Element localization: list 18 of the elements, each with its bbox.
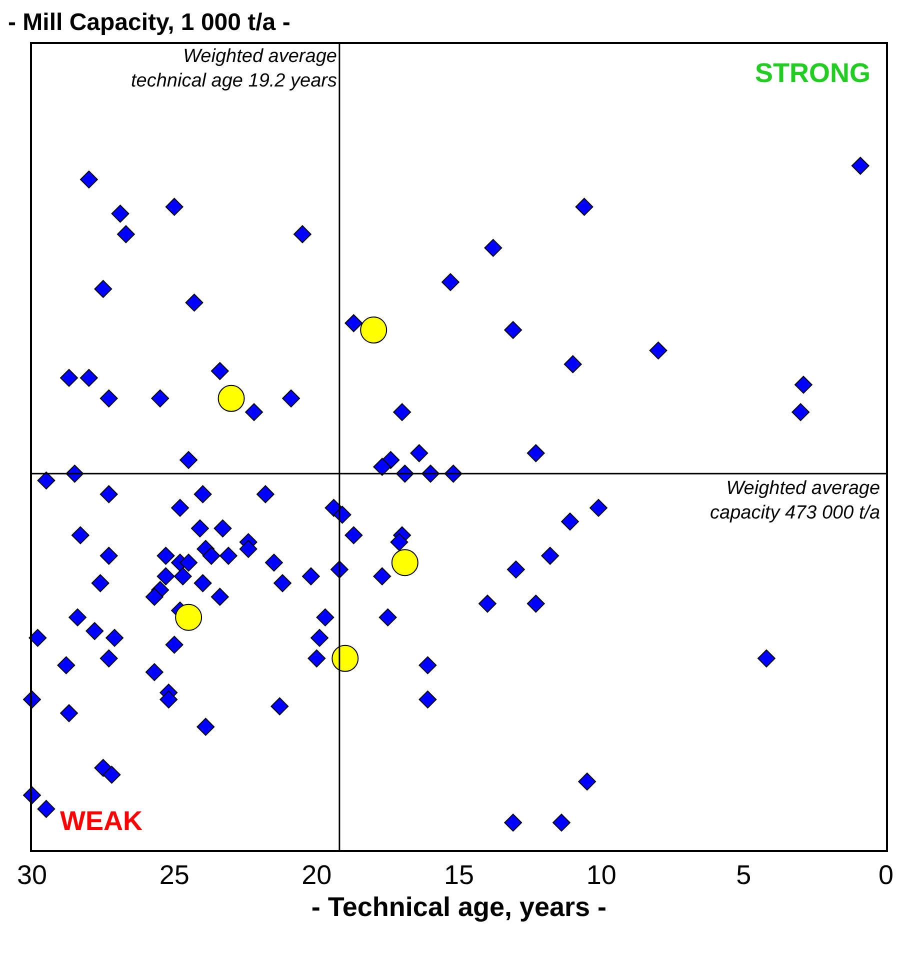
x-tick-label: 30 — [16, 860, 48, 890]
x-tick-label: 25 — [159, 860, 190, 890]
text: STRONG — [755, 58, 871, 88]
x-tick-label: 10 — [586, 860, 616, 890]
point — [218, 384, 245, 412]
chart-title: - Mill Capacity, 1 000 t/a - — [8, 9, 290, 36]
point — [360, 316, 388, 344]
ref-line-label: Weighted average technical age 19.2 years — [131, 46, 338, 92]
x-tick-label: 15 — [444, 860, 474, 890]
x-tick-label: 20 — [302, 860, 332, 890]
point — [391, 549, 418, 576]
annotation: WEAK — [60, 806, 143, 836]
x-tick-label: 5 — [736, 860, 752, 890]
point — [175, 604, 202, 631]
x-tick-label: 0 — [878, 860, 894, 890]
x-axis-title: - Technical age, years - — [311, 892, 607, 922]
ref-line-label: Weighted average capacity 473 000 t/a — [710, 478, 880, 524]
point — [332, 644, 359, 672]
